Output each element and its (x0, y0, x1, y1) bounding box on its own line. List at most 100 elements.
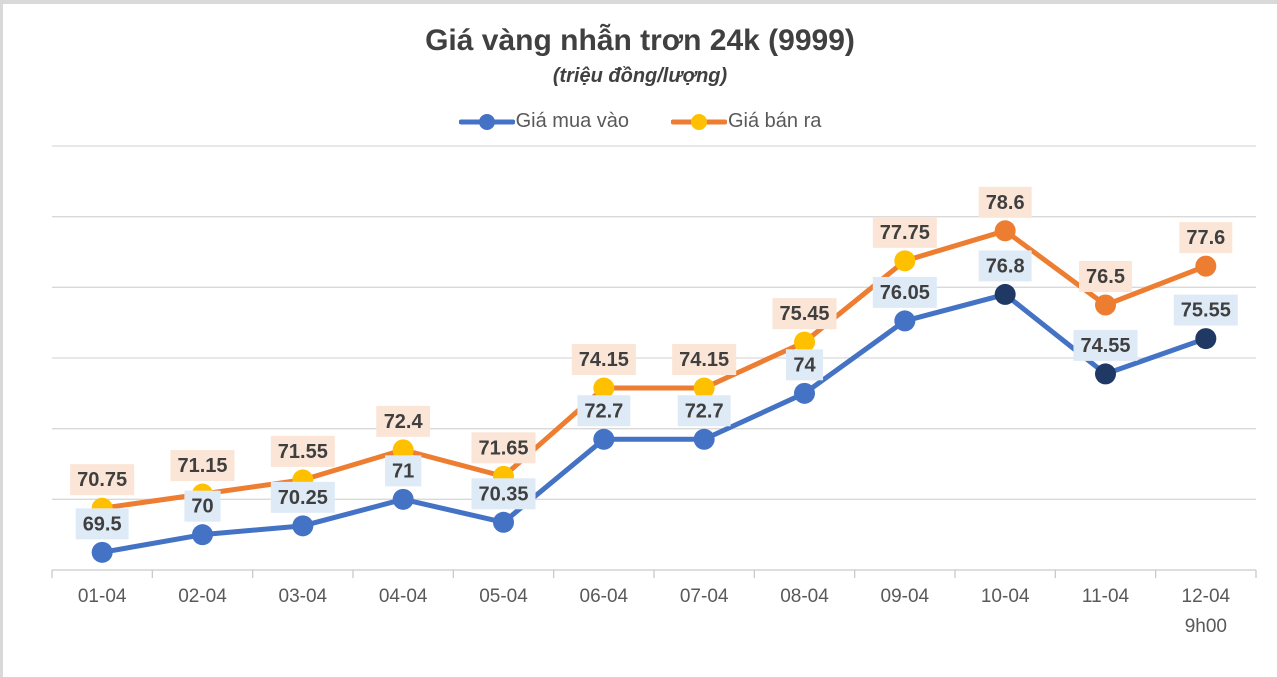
data-label-bg (577, 395, 631, 427)
data-label-text: 70.75 (77, 469, 127, 491)
data-point-buy (593, 428, 615, 450)
legend: Giá mua vào Giá bán ra (3, 110, 1277, 133)
x-axis-ticks (51, 570, 1257, 578)
data-point-buy (392, 488, 414, 510)
data-label-bg (672, 344, 737, 376)
data-label-text: 70 (191, 496, 213, 518)
data-label-bg (677, 395, 731, 427)
data-point-buy (794, 382, 815, 404)
data-label-text: 75.45 (779, 303, 829, 325)
data-label-bg (571, 344, 636, 376)
x-axis-label: 01-04 (78, 586, 127, 607)
x-axis-label: 10-04 (981, 586, 1030, 607)
series-line-buy (99, 291, 1209, 555)
data-point-buy (91, 541, 113, 563)
data-label-text: 71.65 (478, 437, 528, 459)
plot-area: 01-04 02-04 03-04 04-04 05-04 06-04 07-04 08-04… (51, 145, 1257, 637)
series-line-sell (99, 228, 1209, 511)
data-point-buy (1195, 328, 1217, 350)
legend-item-buy: Giá mua vào (458, 110, 629, 133)
data-point-sell (593, 377, 615, 399)
data-label-bg (184, 490, 221, 522)
data-label-text: 76.5 (1086, 266, 1125, 288)
data-label-text: 72.7 (685, 400, 724, 422)
x-axis-label: 9h00 (1185, 616, 1227, 637)
x-axis-label: 04-04 (379, 586, 428, 607)
data-label-text: 72.4 (384, 411, 424, 433)
x-axis-label: 11-04 (1082, 586, 1130, 607)
data-label-text: 77.6 (1186, 227, 1225, 249)
gridlines (52, 145, 1256, 500)
data-label-text: 71.55 (278, 441, 328, 463)
x-axis-label: 07-04 (680, 586, 729, 607)
data-point-buy (1095, 363, 1116, 385)
data-point-sell (1195, 255, 1217, 277)
data-label-text: 69.5 (83, 513, 122, 535)
data-label-text: 74 (793, 354, 816, 376)
x-axis-label: 02-04 (178, 586, 227, 607)
x-axis-label: 12-04 (1182, 586, 1231, 607)
data-label-bg (978, 186, 1032, 218)
data-label-bg (270, 435, 335, 467)
data-label-text: 72.7 (584, 400, 623, 422)
data-label-bg (270, 481, 335, 513)
data-point-sell (994, 220, 1016, 242)
chart-title: Giá vàng nhẫn trơn 24k (9999) (425, 24, 855, 57)
data-label-text: 74.15 (679, 349, 729, 371)
series-markers-buy (91, 283, 1217, 563)
data-label-bg (772, 298, 837, 330)
data-label-bg (1173, 294, 1238, 326)
legend-item-sell: Giá bán ra (671, 110, 821, 133)
data-point-buy (994, 283, 1016, 305)
data-point-buy (493, 511, 514, 533)
data-label-bg (872, 216, 937, 248)
data-label-bg (75, 508, 129, 540)
data-label-bg (385, 455, 422, 487)
legend-marker-sell (671, 113, 727, 130)
data-point-buy (894, 310, 916, 332)
series-labels-sell: 70.75 71.15 71.55 72.4 71.65 74.15 74.15 75.45 7… (70, 186, 1233, 496)
data-point-sell (894, 250, 916, 272)
data-point-buy (292, 515, 314, 537)
legend-label-sell: Giá bán ra (728, 110, 822, 132)
x-axis-labels: 01-04 02-04 03-04 04-04 05-04 06-04 07-04 08-04… (78, 586, 1231, 637)
data-label-text: 75.55 (1181, 300, 1231, 322)
data-point-sell (392, 439, 414, 461)
data-label-text: 70.35 (478, 483, 528, 505)
x-axis-label: 08-04 (780, 586, 829, 607)
x-axis-label: 09-04 (881, 586, 930, 607)
data-point-sell (794, 331, 815, 353)
data-label-bg (170, 450, 235, 482)
x-axis-label: 03-04 (279, 586, 328, 607)
data-label-bg (471, 432, 536, 464)
data-label-bg (978, 250, 1032, 282)
data-label-bg (471, 478, 536, 510)
data-label-text: 70.25 (278, 487, 328, 509)
data-label-text: 77.75 (880, 222, 930, 244)
data-label-bg (1179, 222, 1233, 254)
x-axis-label: 06-04 (580, 586, 629, 607)
data-label-bg (376, 405, 431, 437)
data-point-buy (192, 524, 213, 546)
chart-subtitle: (triệu đồng/lượng) (552, 65, 728, 87)
data-label-text: 78.6 (986, 192, 1025, 214)
data-label-text: 71.15 (177, 455, 227, 477)
data-label-text: 76.8 (986, 255, 1025, 277)
legend-marker-buy (458, 113, 515, 130)
data-point-sell (693, 377, 715, 399)
data-label-bg (1073, 329, 1138, 361)
legend-label-buy: Giá mua vào (515, 110, 629, 132)
data-label-bg (1079, 261, 1132, 292)
data-label-text: 74.55 (1080, 335, 1130, 357)
data-label-bg (70, 464, 135, 496)
data-label-text: 76.05 (880, 282, 930, 304)
data-label-text: 71 (392, 460, 414, 482)
data-point-sell (1095, 294, 1116, 316)
x-axis-label: 05-04 (479, 586, 528, 607)
data-point-buy (693, 428, 715, 450)
data-label-bg (785, 349, 824, 381)
series-labels-buy: 69.5 70 70.25 71 70.35 72.7 72.7 74 76.05 76.8 74.… (75, 250, 1238, 540)
data-label-text: 74.15 (579, 349, 629, 371)
data-label-bg (872, 276, 937, 308)
